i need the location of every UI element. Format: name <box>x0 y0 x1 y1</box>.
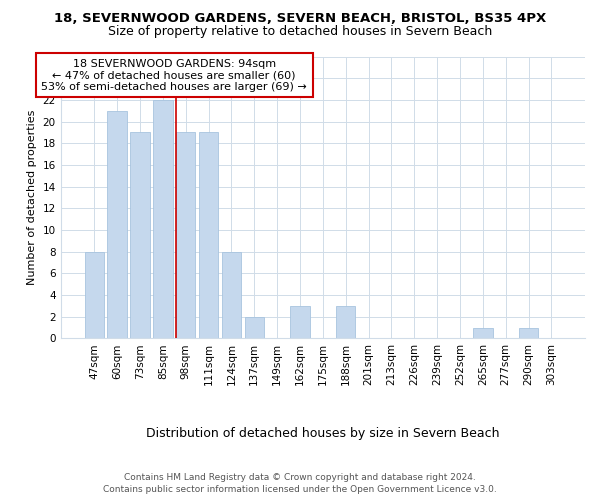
Bar <box>153 100 173 338</box>
Text: Size of property relative to detached houses in Severn Beach: Size of property relative to detached ho… <box>108 25 492 38</box>
Text: 18 SEVERNWOOD GARDENS: 94sqm
← 47% of detached houses are smaller (60)
53% of se: 18 SEVERNWOOD GARDENS: 94sqm ← 47% of de… <box>41 58 307 92</box>
Bar <box>473 328 493 338</box>
Bar <box>85 252 104 338</box>
Bar <box>519 328 538 338</box>
Bar <box>290 306 310 338</box>
Bar <box>130 132 149 338</box>
X-axis label: Distribution of detached houses by size in Severn Beach: Distribution of detached houses by size … <box>146 427 500 440</box>
Bar <box>245 316 264 338</box>
Bar <box>199 132 218 338</box>
Y-axis label: Number of detached properties: Number of detached properties <box>27 110 37 285</box>
Bar <box>221 252 241 338</box>
Bar <box>336 306 355 338</box>
Bar <box>107 110 127 338</box>
Text: 18, SEVERNWOOD GARDENS, SEVERN BEACH, BRISTOL, BS35 4PX: 18, SEVERNWOOD GARDENS, SEVERN BEACH, BR… <box>54 12 546 26</box>
Text: Contains HM Land Registry data © Crown copyright and database right 2024.
Contai: Contains HM Land Registry data © Crown c… <box>103 472 497 494</box>
Bar <box>176 132 196 338</box>
